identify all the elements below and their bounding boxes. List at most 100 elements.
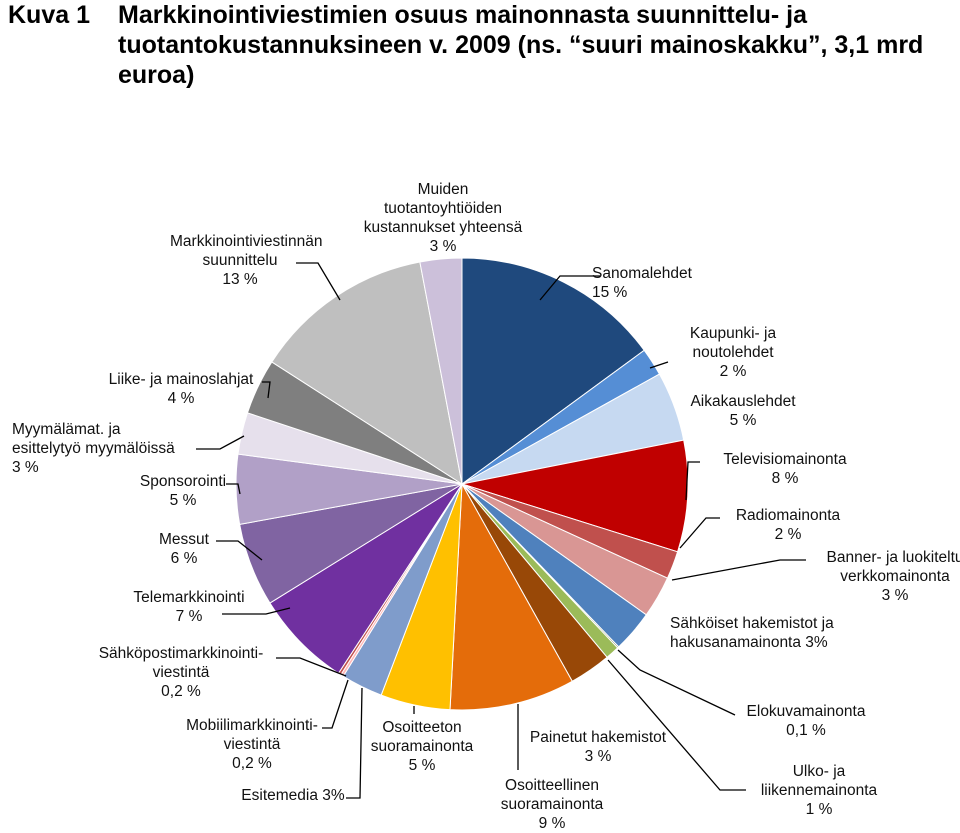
slice-label-tuotanto: Muiden tuotantoyhtiöiden kustannukset yhte…	[352, 180, 534, 256]
slice-label-line: 7 %	[175, 608, 203, 625]
slice-label-radio: Radiomainonta 2 %	[718, 506, 858, 544]
slice-label-line: Liike- ja mainoslahjat	[108, 371, 254, 388]
slice-label-line: Painetut hakemistot	[529, 729, 667, 746]
leader-line-telemarkkinointi	[222, 607, 291, 615]
chart-title: Markkinointiviestimien osuus mainonnasta…	[118, 1, 924, 89]
slice-label-telemarkkinointi: Telemarkkinointi 7 %	[124, 588, 254, 626]
slice-label-line: 2 %	[774, 526, 802, 543]
slice-label-line: Muiden	[417, 181, 469, 198]
leader-line-messut	[216, 540, 263, 561]
pie-slices	[235, 257, 689, 711]
slice-label-line: Osoitteellinen	[505, 777, 599, 794]
slice-label-sponsorointi: Sponsorointi 5 %	[128, 472, 238, 510]
slice-label-line: tuotantoyhtiöiden	[383, 200, 503, 217]
slice-label-line: Sähköiset hakemistot ja	[670, 615, 834, 632]
slice-label-mobiili: Mobiilimarkkinointi-viestintä 0,2 %	[172, 716, 332, 773]
leader-line-televisio	[685, 461, 700, 501]
leader-line-banneri	[671, 559, 806, 581]
slice-label-line: 5 %	[169, 492, 197, 509]
slice-label-line: Radiomainonta	[735, 507, 841, 524]
leader-line-suunnittelu	[296, 262, 341, 301]
leader-line-sanomalehdet	[539, 275, 600, 301]
slice-label-line: 1 %	[805, 801, 833, 818]
leader-line-sponsorointi	[226, 483, 241, 495]
slice-label-line: suunnittelu	[202, 252, 278, 269]
leader-line-elokuva	[617, 649, 736, 716]
slice-label-line: 3 %	[429, 238, 457, 255]
slice-label-line: Aikakauslehdet	[690, 393, 796, 410]
slice-label-line: 3 %	[881, 587, 909, 604]
slice-label-line: 8 %	[771, 470, 799, 487]
slice-label-sanomalehdet: Sanomalehdet 15 %	[592, 264, 752, 302]
slice-label-line: 9 %	[538, 815, 566, 832]
slice-label-painetut: Painetut hakemistot 3 %	[518, 728, 678, 766]
leader-lines	[196, 262, 806, 799]
slice-label-banneri: Banner- ja luokiteltu verkkomainonta 3 %	[800, 548, 960, 605]
leader-line-mobiili	[322, 679, 349, 729]
slice-label-line: hakusanamainonta 3%	[670, 634, 828, 651]
slice-label-messut: Messut 6 %	[154, 530, 214, 568]
slice-label-line: Telemarkkinointi	[133, 589, 245, 606]
slice-label-line: Myymälämat. ja	[12, 421, 121, 438]
slice-label-elokuva: Elokuvamainonta 0,1 %	[736, 702, 876, 740]
slice-label-line: Sähköpostimarkkinointi-	[98, 645, 264, 662]
figure-header: Kuva 1 Markkinointiviestimien osuus main…	[8, 0, 952, 89]
slice-label-line: 3 %	[12, 459, 39, 476]
leader-line-myymalamat	[196, 435, 245, 450]
slice-label-line: 4 %	[167, 390, 195, 407]
slice-label-line: Banner- ja luokiteltu	[826, 549, 960, 566]
figure-label: Kuva 1	[8, 1, 90, 29]
slice-label-line: 5 %	[408, 757, 436, 774]
slice-label-line: Mobiilimarkkinointi-	[186, 717, 318, 734]
slice-label-line: 13 %	[222, 271, 258, 288]
leader-line-esitemedia	[346, 687, 363, 799]
slice-label-line: noutolehdet	[692, 344, 774, 361]
slice-label-line: 2 %	[719, 363, 747, 380]
slice-label-osoitteellinen: Osoitteellinen suoramainonta 9 %	[487, 776, 617, 833]
leader-line-kaupunkilehdet	[649, 361, 669, 369]
slice-label-line: 5 %	[729, 412, 757, 429]
slice-label-myymalamat: Myymälämat. ja esittelytyö myymälöissä 3 %	[12, 420, 212, 477]
slice-label-line: viestintä	[152, 664, 210, 681]
slice-label-line: Televisiomainonta	[723, 451, 847, 468]
slice-label-line: esittelytyö myymälöissä	[12, 440, 175, 457]
slice-label-line: 6 %	[170, 550, 198, 567]
slice-label-esitemedia: Esitemedia 3%	[228, 786, 358, 805]
slice-label-aikakauslehdet: Aikakauslehdet 5 %	[668, 392, 818, 430]
slice-label-line: liikennemainonta	[760, 782, 878, 799]
slice-label-sahkoposti: Sähköpostimarkkinointi-viestintä 0,2 %	[86, 644, 276, 701]
pie-slice-osoitteellinen	[449, 482, 573, 711]
slice-label-line: Sanomalehdet	[592, 265, 692, 282]
slice-label-ulko: Ulko- ja liikennemainonta 1 %	[744, 762, 894, 819]
slice-label-line: Ulko- ja	[792, 763, 846, 780]
slice-label-line: 0,2 %	[161, 683, 201, 700]
slice-label-line: 3 %	[584, 748, 612, 765]
slice-label-line: 0,2 %	[232, 755, 272, 772]
leader-line-sahkoposti	[276, 657, 347, 677]
slice-label-line: verkkomainonta	[840, 568, 950, 585]
slice-label-kaupunkilehdet: Kaupunki- ja noutolehdet 2 %	[668, 324, 798, 381]
slice-label-hakemistot_sahk: Sähköiset hakemistot ja hakusanamainonta …	[670, 614, 880, 652]
slice-label-line: Sponsorointi	[139, 473, 227, 490]
leader-line-ulko	[607, 659, 746, 791]
pie-slice-sanomalehdet	[461, 257, 645, 485]
slice-label-line: Esitemedia 3%	[241, 787, 345, 804]
slice-label-liikelahjat: Liike- ja mainoslahjat 4 %	[96, 370, 266, 408]
slice-label-line: 0,1 %	[786, 722, 826, 739]
slice-label-line: Elokuvamainonta	[746, 703, 866, 720]
slice-label-line: suoramainonta	[500, 796, 604, 813]
pie-slice-tuotanto	[419, 257, 463, 485]
slice-label-line: kustannukset yhteensä	[363, 219, 523, 236]
slice-label-televisio: Televisiomainonta 8 %	[700, 450, 870, 488]
pie-slice-televisio	[461, 439, 689, 553]
pie-slice-suunnittelu	[271, 261, 463, 486]
slice-label-suunnittelu: Markkinointiviestinnän suunnittelu 13 %	[170, 232, 323, 289]
slice-label-line: Markkinointiviestinnän	[170, 233, 323, 250]
leader-line-radio	[679, 517, 720, 549]
slice-label-osoitteeton: Osoitteeton suoramainonta 5 %	[362, 718, 482, 775]
slice-label-line: viestintä	[223, 736, 281, 753]
slice-label-line: Osoitteeton	[382, 719, 462, 736]
leader-line-liikelahjat	[262, 381, 271, 399]
